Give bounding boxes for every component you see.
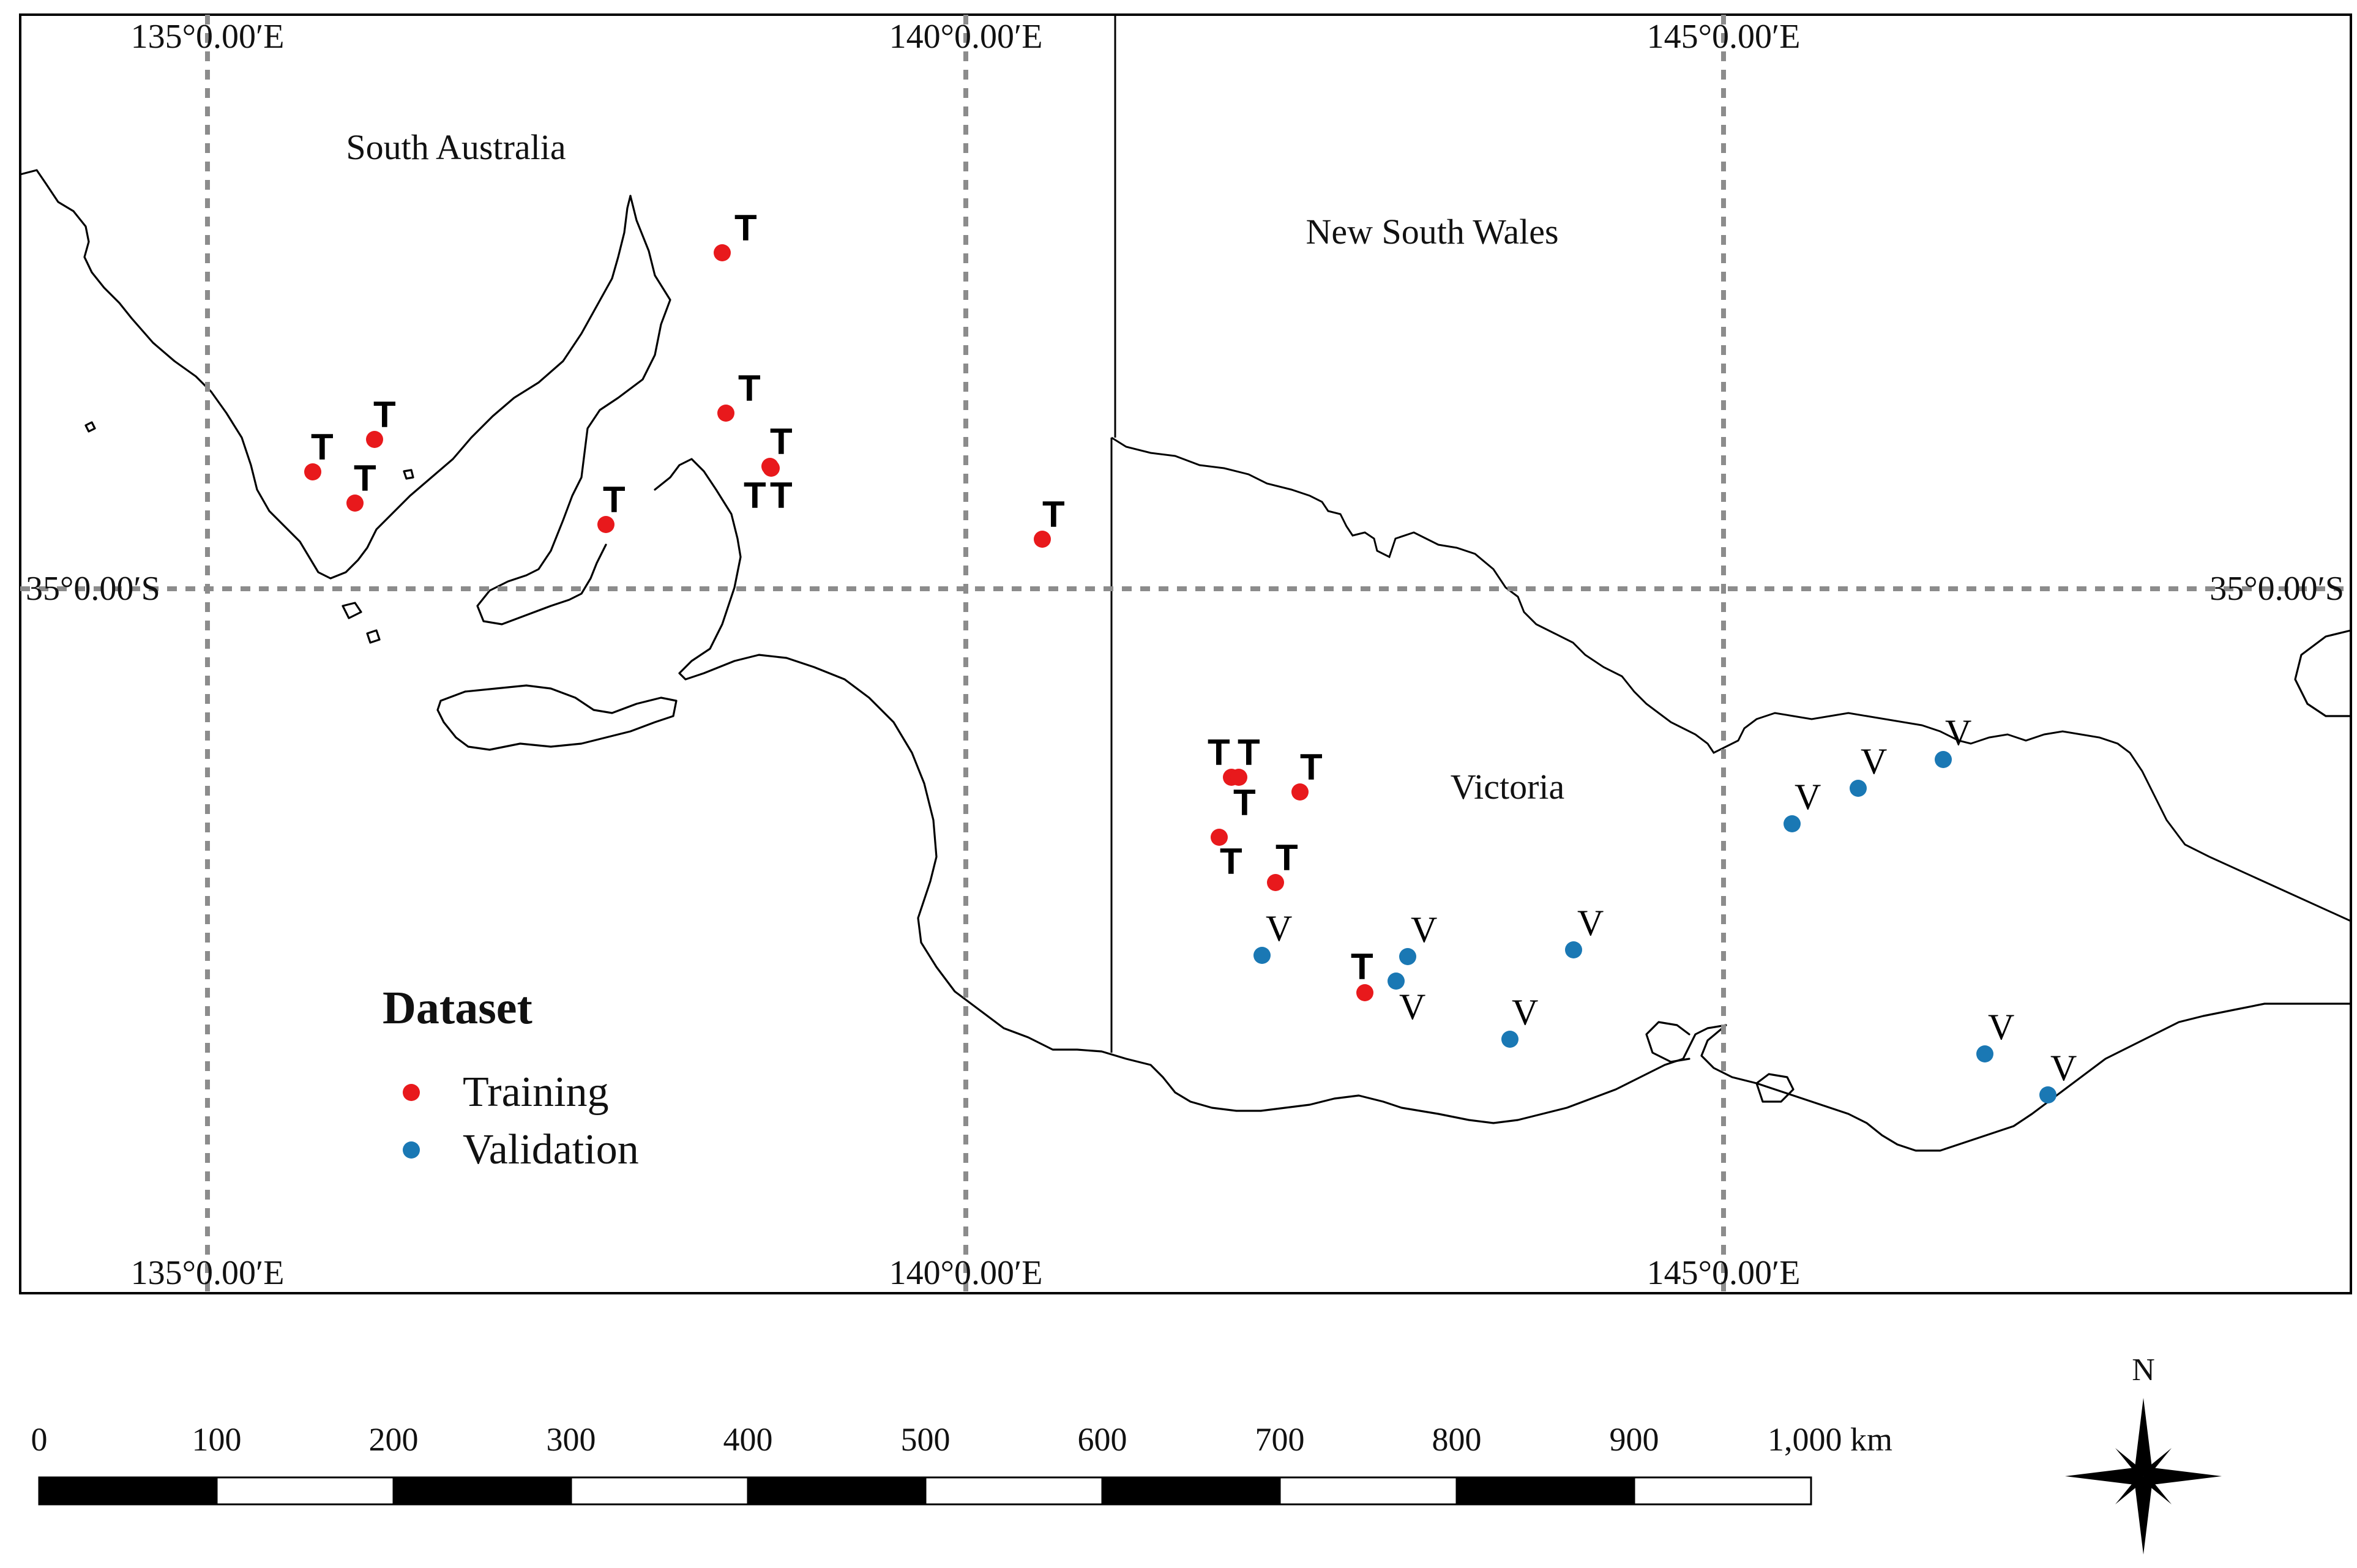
validation-site: V — [1784, 777, 1821, 832]
lon-label-bottom-145: 145°0.00′E — [1647, 1254, 1801, 1292]
scale-label: 500 — [901, 1421, 951, 1458]
training-site: T — [366, 394, 396, 448]
scale-label: 900 — [1610, 1421, 1659, 1458]
svg-text:V: V — [1988, 1007, 2014, 1047]
svg-text:V: V — [1945, 712, 1971, 753]
state-label-victoria: Victoria — [1451, 767, 1565, 807]
svg-text:T: T — [744, 475, 766, 516]
training-site: T — [1291, 747, 1323, 801]
lat-label-right: 35°0.00′S — [2209, 570, 2344, 608]
validation-site: V — [1935, 712, 1971, 768]
north-label: N — [2132, 1353, 2155, 1387]
validation-site: V — [1388, 973, 1425, 1027]
training-site: T — [1267, 837, 1298, 891]
svg-text:V: V — [1266, 908, 1292, 949]
training-site: T TT — [1208, 732, 1260, 823]
scale-label: 700 — [1255, 1421, 1305, 1458]
lat-label-left: 35°0.00′S — [26, 570, 160, 608]
svg-text:V: V — [1512, 992, 1538, 1032]
svg-text:T: T — [354, 458, 376, 499]
training-site: T — [346, 458, 376, 512]
state-label-south-australia: South Australia — [346, 127, 566, 167]
training-site: T — [304, 427, 334, 480]
svg-text:T: T — [1238, 732, 1260, 773]
scale-label: 300 — [547, 1421, 596, 1458]
svg-text:T: T — [734, 207, 757, 248]
svg-text:V: V — [2050, 1048, 2077, 1088]
svg-text:T: T — [603, 479, 626, 520]
training-site: T — [714, 207, 757, 261]
scale-label: 400 — [723, 1421, 773, 1458]
legend: Dataset Training Validation — [383, 982, 639, 1173]
svg-text:T: T — [373, 394, 396, 435]
scale-label: 600 — [1078, 1421, 1127, 1458]
svg-text:T: T — [738, 368, 761, 409]
validation-site: V — [1565, 903, 1604, 958]
svg-text:V: V — [1411, 909, 1437, 950]
scale-bar-segments — [38, 1476, 1812, 1506]
validation-site: V — [1976, 1007, 2014, 1062]
legend-title: Dataset — [383, 982, 532, 1034]
nsw-vic-border — [1111, 436, 2210, 858]
validation-site: V — [1253, 908, 1292, 964]
training-site: T — [717, 368, 761, 422]
svg-text:T: T — [1276, 837, 1298, 878]
validation-site: V — [1399, 909, 1437, 965]
state-label-new-south-wales: New South Wales — [1306, 212, 1558, 252]
training-site: T — [1034, 494, 1065, 548]
svg-text:T: T — [1042, 494, 1065, 535]
lon-label-bottom-140: 140°0.00′E — [889, 1254, 1043, 1292]
scale-label: 1,000 km — [1768, 1421, 1892, 1458]
svg-text:V: V — [1399, 987, 1425, 1027]
scale-label: 100 — [192, 1421, 242, 1458]
lon-label-top-140: 140°0.00′E — [889, 18, 1043, 56]
scale-bar: 0 100 200 300 400 500 600 700 800 900 1,… — [31, 1421, 1893, 1506]
lon-label-top-145: 145°0.00′E — [1647, 18, 1801, 56]
graticule — [20, 15, 2351, 1293]
map-frame — [19, 13, 2352, 1294]
svg-text:V: V — [1795, 777, 1821, 817]
coastline — [19, 169, 2352, 1152]
svg-text:T: T — [1300, 747, 1323, 788]
training-site: T — [1211, 829, 1242, 882]
legend-validation-swatch — [403, 1141, 420, 1159]
svg-text:T: T — [770, 421, 793, 462]
compass-rose-icon — [2065, 1398, 2222, 1555]
scale-bar-labels: 0 100 200 300 400 500 600 700 800 900 1,… — [31, 1421, 1893, 1458]
svg-text:T: T — [1208, 732, 1230, 773]
scale-label: 0 — [31, 1421, 48, 1458]
validation-site: V — [1501, 992, 1538, 1048]
lon-label-bottom-135: 135°0.00′E — [131, 1254, 285, 1292]
svg-text:T: T — [770, 475, 793, 516]
state-labels: South Australia New South Wales Victoria — [346, 127, 1564, 807]
svg-text:T: T — [1220, 841, 1242, 882]
state-borders — [1110, 15, 2351, 1053]
legend-training-swatch — [403, 1084, 420, 1101]
svg-text:T: T — [1233, 782, 1256, 823]
training-site: T — [1351, 946, 1373, 1001]
svg-text:T: T — [1351, 946, 1373, 987]
scale-label: 800 — [1432, 1421, 1482, 1458]
validation-site: V — [2039, 1048, 2077, 1103]
svg-text:T: T — [311, 427, 334, 468]
svg-text:V: V — [1861, 741, 1887, 782]
validation-site: V — [1850, 741, 1887, 797]
nsw-vic-east-border — [2209, 856, 2351, 922]
training-site: T — [597, 479, 626, 533]
lon-label-top-135: 135°0.00′E — [131, 18, 285, 56]
scale-label: 200 — [369, 1421, 419, 1458]
legend-validation-label: Validation — [463, 1126, 639, 1173]
north-arrow: N — [2065, 1353, 2222, 1555]
svg-text:V: V — [1577, 903, 1604, 943]
legend-training-label: Training — [463, 1069, 609, 1116]
graticule-labels: 135°0.00′E 140°0.00′E 145°0.00′E 135°0.0… — [26, 18, 2344, 1292]
